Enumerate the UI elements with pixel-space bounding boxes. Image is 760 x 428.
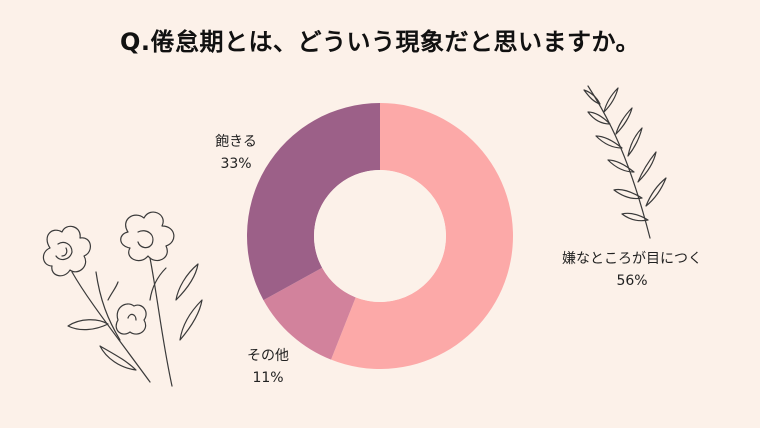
- donut-hole: [314, 170, 446, 302]
- slice-label-text: その他: [247, 348, 289, 364]
- chart-title: Q.倦怠期とは、どういう現象だと思いますか。: [119, 28, 641, 56]
- slice-label-annoyance: 嫌なところが目につく 56%: [532, 248, 732, 292]
- slice-label-value: 11%: [252, 370, 284, 386]
- slice-label-value: 56%: [616, 273, 648, 289]
- slice-other: [263, 267, 356, 360]
- slice-label-value: 33%: [220, 156, 252, 172]
- slice-label-other: その他 11%: [218, 345, 318, 389]
- slice-bored: [247, 102, 380, 301]
- slice-label-text: 嫌なところが目につく: [562, 251, 702, 267]
- slice-label-bored: 飽きる 33%: [186, 131, 286, 175]
- slice-annoyance: [331, 103, 513, 369]
- slice-label-text: 飽きる: [215, 134, 257, 150]
